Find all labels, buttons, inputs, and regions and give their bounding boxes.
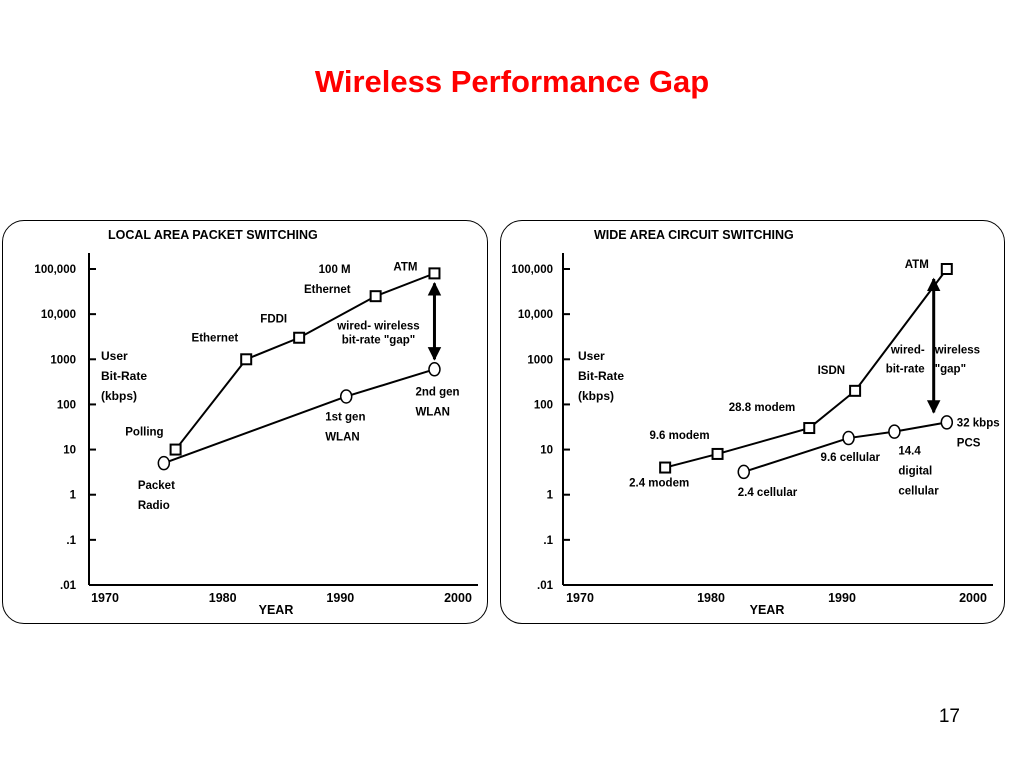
data-label: 2nd gen [415, 386, 459, 398]
data-label: 9.6 cellular [821, 452, 881, 464]
x-tick-label: 1990 [828, 591, 856, 605]
data-label: WLAN [415, 406, 450, 418]
page-number: 17 [938, 706, 960, 727]
y-tick-label: 100 [57, 399, 76, 411]
x-axis-title: YEAR [259, 603, 294, 617]
wired-data-point [428, 267, 441, 280]
x-tick-label: 1970 [566, 591, 594, 605]
wired-data-point [293, 331, 306, 344]
y-tick-label: 100,000 [511, 264, 553, 276]
data-label: WLAN [325, 431, 360, 443]
wireless-data-point [157, 455, 171, 471]
wireless-data-point [737, 464, 750, 480]
wireless-data-point [339, 389, 353, 404]
data-label: 100 M [319, 264, 351, 276]
x-tick-label: 1970 [91, 591, 119, 605]
x-tick-label: 1980 [209, 591, 237, 605]
x-tick-label: 2000 [444, 591, 472, 605]
x-tick-label: 2000 [959, 591, 987, 605]
wired-data-point [803, 422, 816, 435]
wired-data-point [849, 384, 862, 397]
data-label: 2.4 cellular [738, 487, 798, 499]
y-axis-title: Bit-Rate [101, 369, 147, 383]
y-tick-label: 10,000 [41, 309, 76, 321]
gap-label: wireless [934, 344, 980, 356]
wireless-data-point [940, 415, 954, 430]
slide-title: Wireless Performance Gap [314, 64, 710, 99]
y-axis-title: User [578, 349, 605, 363]
gap-label: wired- wireless [336, 320, 419, 332]
y-tick-label: 100,000 [34, 264, 76, 276]
data-label: Packet [138, 480, 175, 492]
y-axis-title: Bit-Rate [578, 369, 624, 383]
data-label: Ethernet [304, 284, 351, 296]
y-axis-title: User [101, 349, 128, 363]
data-label: 32 kbps [957, 417, 1000, 429]
data-label: Ethernet [192, 332, 239, 344]
y-tick-label: 1 [70, 490, 77, 502]
wired-data-point [169, 443, 182, 456]
wired-series-line [174, 272, 435, 451]
data-label: Radio [138, 500, 170, 512]
gap-label: "gap" [935, 363, 966, 375]
gap-label: wired- [890, 344, 925, 356]
wired-data-point [369, 290, 382, 303]
wireless-data-point [428, 362, 441, 377]
data-label: Polling [125, 427, 163, 439]
wired-data-point [659, 461, 672, 474]
chart-local-area-plot: 100,000 10,000 1000 100 10 1 .1 .01 1970 1980 1990… [34, 253, 478, 617]
y-tick-label: 10 [63, 445, 76, 457]
y-tick-label: .01 [60, 580, 77, 592]
y-tick-label: .01 [537, 580, 554, 592]
wireless-data-point [888, 424, 901, 439]
data-label: PCS [957, 437, 981, 449]
data-label: digital [898, 466, 932, 478]
x-tick-label: 1980 [697, 591, 725, 605]
wireless-series-line [163, 368, 435, 465]
chart-panel-local-area: LOCAL AREA PACKET SWITCHING 100,000 10,00… [2, 220, 488, 624]
chart-panel-wide-area: WIDE AREA CIRCUIT SWITCHING 100,000 10,00… [500, 220, 1005, 624]
y-tick-label: 100 [534, 399, 553, 411]
y-tick-label: 1 [547, 490, 554, 502]
data-label: ATM [393, 261, 417, 273]
x-axis-title: YEAR [750, 603, 785, 617]
wired-data-point [711, 447, 724, 460]
data-label: ATM [905, 259, 929, 271]
wireless-data-point [842, 430, 855, 446]
y-tick-label: .1 [66, 535, 76, 547]
wired-data-point [940, 263, 953, 275]
data-label: FDDI [260, 314, 287, 326]
data-label: 1st gen [325, 411, 365, 423]
y-axis-title: (kbps) [101, 389, 137, 403]
y-tick-label: 1000 [527, 354, 553, 366]
data-label: 9.6 modem [649, 430, 709, 442]
y-tick-label: 1000 [50, 354, 76, 366]
y-tick-label: 10 [540, 445, 553, 457]
data-label: ISDN [818, 365, 845, 377]
chart-wide-area-plot: 100,000 10,000 1000 100 10 1 .1 .01 1970 1980 1990… [511, 253, 1000, 617]
wired-data-point [240, 353, 253, 366]
gap-label: bit-rate "gap" [342, 334, 416, 346]
chart-title: WIDE AREA CIRCUIT SWITCHING [594, 228, 794, 242]
y-tick-label: .1 [543, 535, 553, 547]
y-tick-label: 10,000 [518, 309, 553, 321]
data-label: 28.8 modem [729, 402, 795, 414]
chart-title: LOCAL AREA PACKET SWITCHING [108, 228, 318, 242]
data-label: cellular [898, 486, 939, 498]
data-label: 2.4 modem [629, 478, 689, 490]
data-label: 14.4 [898, 446, 921, 458]
wireless-series-line [743, 421, 947, 473]
gap-label: bit-rate [886, 363, 925, 375]
y-axis-title: (kbps) [578, 389, 614, 403]
x-tick-label: 1990 [326, 591, 354, 605]
